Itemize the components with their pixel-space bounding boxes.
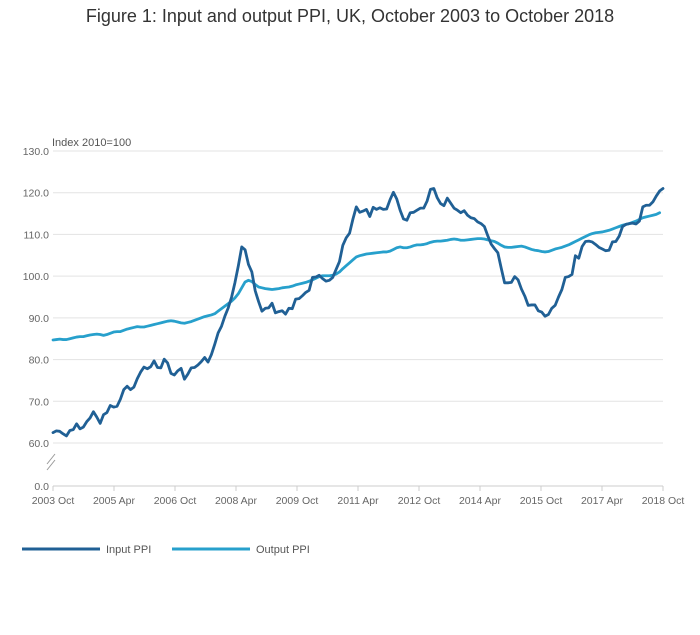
axis-break-mark <box>46 459 56 471</box>
series-line-input-ppi <box>51 187 665 438</box>
x-tick-label: 2011 Apr <box>337 495 379 507</box>
y-tick-label: 90.0 <box>29 313 50 325</box>
y-tick-label-zero: 0.0 <box>34 481 49 493</box>
x-tick-label: 2015 Oct <box>520 495 563 507</box>
legend-label: Input PPI <box>106 544 151 556</box>
axis-break-mark <box>46 453 56 465</box>
x-tick-label: 2006 Oct <box>154 495 197 507</box>
y-tick-label: 100.0 <box>23 271 49 283</box>
series-line-output-ppi <box>51 211 662 342</box>
y-axis-label: Index 2010=100 <box>52 137 131 149</box>
x-tick-label: 2008 Apr <box>215 495 258 507</box>
legend: Input PPI Output PPI <box>22 544 310 556</box>
y-tick-label: 130.0 <box>23 146 49 158</box>
y-tick-label: 80.0 <box>29 355 50 367</box>
x-tick-label: 2014 Apr <box>459 495 502 507</box>
chart-title: Figure 1: Input and output PPI, UK, Octo… <box>85 6 615 26</box>
x-tick-label: 2017 Apr <box>581 495 624 507</box>
x-tick-label: 2012 Oct <box>398 495 441 507</box>
x-tick-labels: 2003 Oct 2005 Apr 2006 Oct 2008 Apr 2009 Oct… <box>32 495 685 507</box>
y-tick-label: 70.0 <box>29 396 50 408</box>
gridlines <box>53 150 663 444</box>
x-axis <box>46 453 664 491</box>
x-tick-label: 2005 Apr <box>93 495 136 507</box>
legend-label: Output PPI <box>256 544 310 556</box>
y-tick-labels: 60.0 70.0 80.0 90.0 100.0 110.0 120.0 130.0 0.0 <box>23 146 49 493</box>
x-tick-label: 2018 Oct <box>642 495 685 507</box>
y-tick-label: 120.0 <box>23 188 49 200</box>
x-tick-label: 2003 Oct <box>32 495 75 507</box>
x-tick-label: 2009 Oct <box>276 495 319 507</box>
y-tick-label: 110.0 <box>24 229 50 241</box>
series-lines <box>51 187 665 438</box>
y-tick-label: 60.0 <box>29 438 50 450</box>
